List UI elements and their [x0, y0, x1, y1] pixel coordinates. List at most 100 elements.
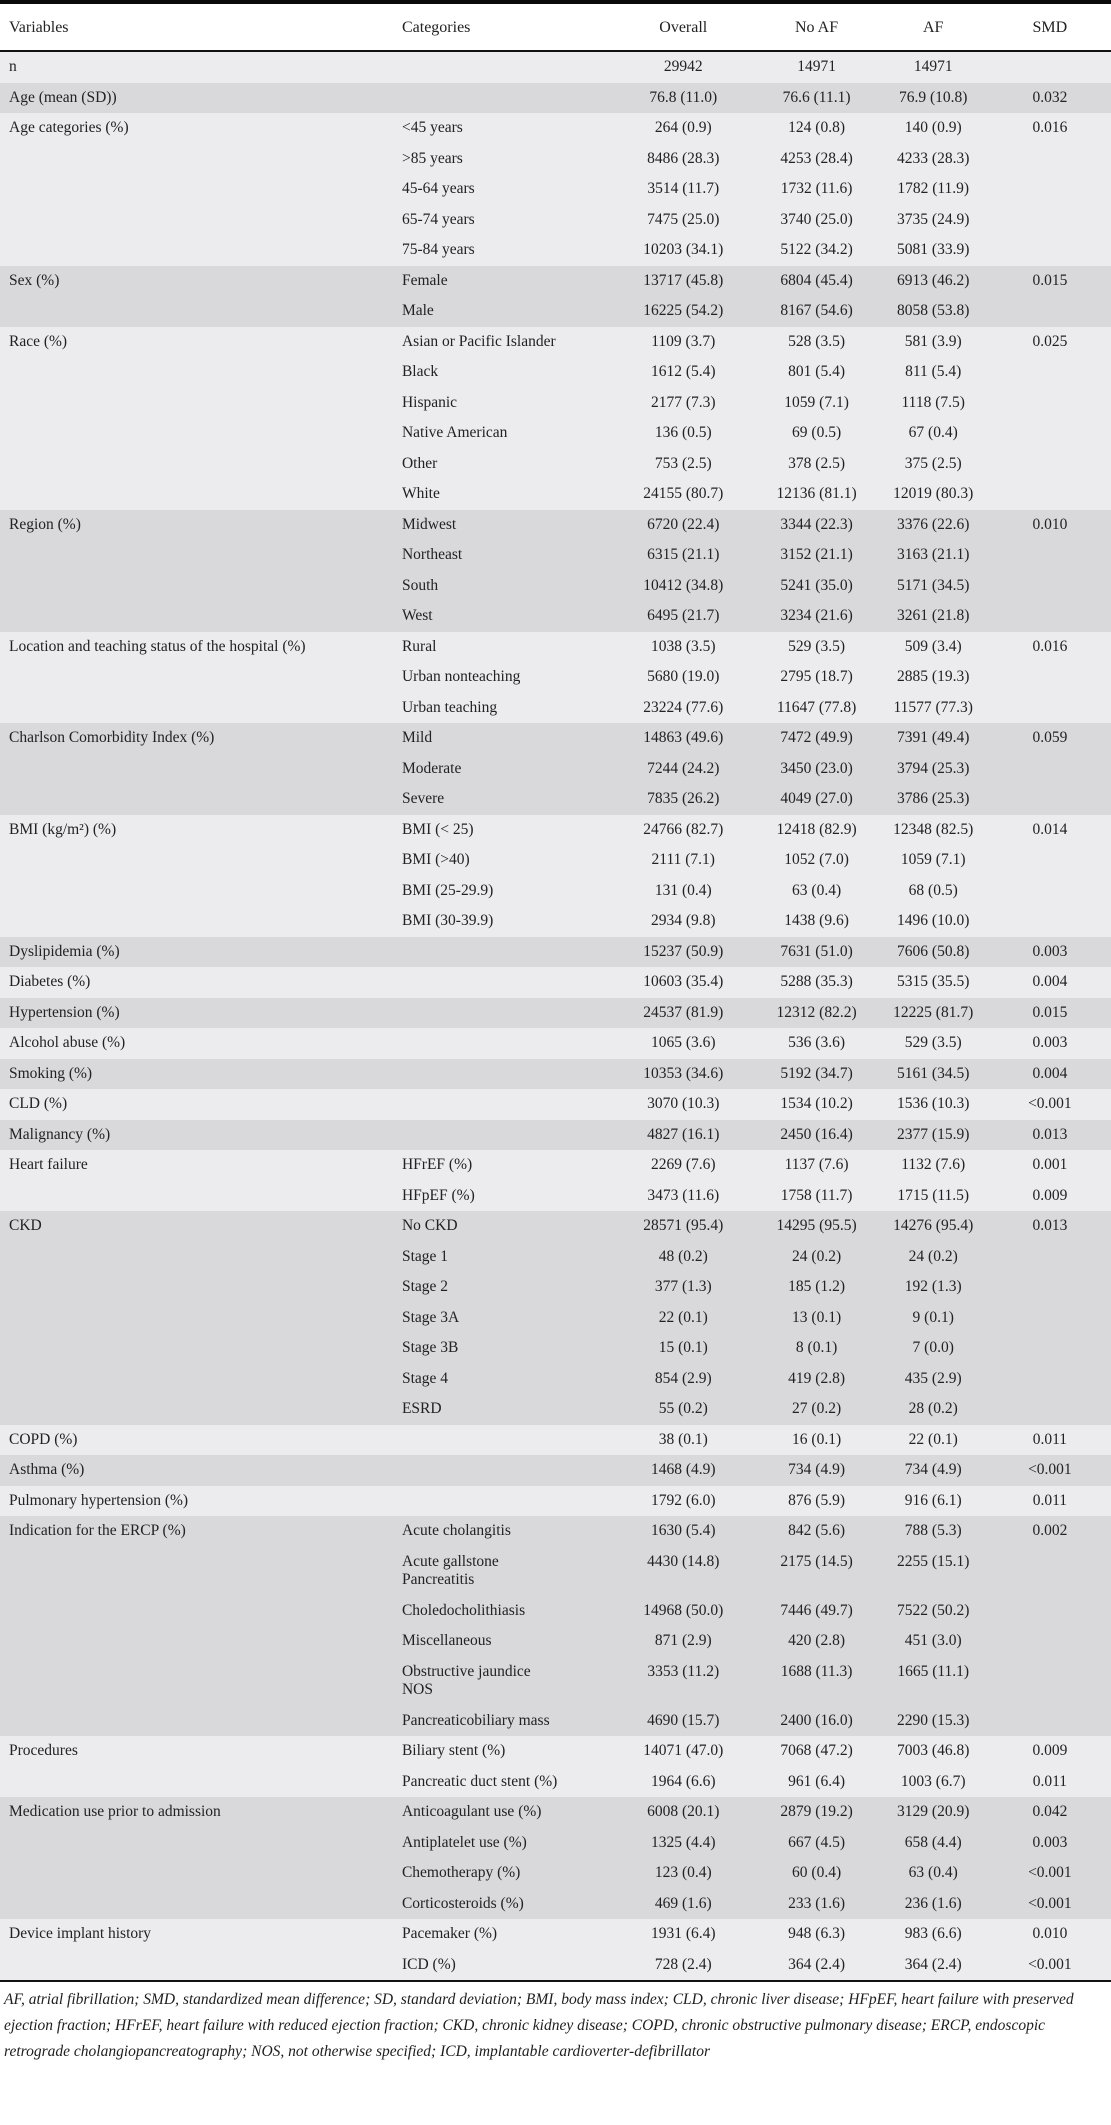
- cell-category: BMI (25-29.9): [401, 881, 494, 899]
- cell-af: 1715 (11.5): [897, 1186, 970, 1204]
- cell-variable: [0, 1364, 400, 1395]
- table-row: Pancreaticobiliary mass 4690 (15.7) 2400 (…: [0, 1705, 1111, 1736]
- cell-overall: 2269 (7.6): [650, 1156, 716, 1173]
- cell-smd: [989, 906, 1111, 937]
- cell-overall: 7475 (25.0): [647, 210, 720, 228]
- cell-category: Pacemaker (%): [401, 1925, 498, 1942]
- cell-no-af: 7472 (49.9): [780, 729, 853, 746]
- cell-overall: 5680 (19.0): [647, 668, 720, 685]
- cell-overall: 1038 (3.5): [650, 637, 716, 655]
- table-row: BMI (30-39.9) 2934 (9.8) 1438 (9.6) 1496 (1…: [0, 906, 1111, 937]
- cell-variable: COPD (%): [9, 1430, 78, 1448]
- cell-af: 68 (0.5): [908, 881, 958, 899]
- cell-variable: [0, 1767, 400, 1798]
- cell-smd: 0.015: [1032, 271, 1068, 289]
- cell-af: 1132 (7.6): [901, 1156, 966, 1173]
- cell-category: [400, 998, 611, 1029]
- cell-smd: [989, 571, 1111, 602]
- cell-no-af: 420 (2.8): [788, 1632, 845, 1649]
- table-row: Sex (%) Female 13717 (45.8) 6804 (45.4) 6913…: [0, 265, 1111, 296]
- cell-af: 811 (5.4): [905, 363, 962, 380]
- table-row: BMI (>40) 2111 (7.1) 1052 (7.0) 1059 (7.1): [0, 845, 1111, 876]
- cell-smd: 0.009: [1032, 1742, 1068, 1759]
- cell-variable: [0, 601, 400, 632]
- cell-category: [400, 1486, 611, 1517]
- cell-variable: Medication use prior to admission: [9, 1803, 221, 1820]
- cell-smd: 0.010: [1032, 515, 1068, 533]
- baseline-characteristics-table-page: Variables Categories Overall No AF AF SM…: [0, 0, 1111, 2060]
- cell-af: 509 (3.4): [904, 637, 962, 655]
- cell-af: 76.9 (10.8): [898, 88, 968, 106]
- table-row: Corticosteroids (%) 469 (1.6) 233 (1.6) 236…: [0, 1888, 1111, 1919]
- cell-af: 12225 (81.7): [893, 1003, 974, 1021]
- col-header-smd: SMD: [988, 4, 1111, 52]
- table-row: Race (%) Asian or Pacific Islander 1109 (3…: [0, 326, 1111, 357]
- cell-no-af: 2879 (19.2): [780, 1803, 853, 1820]
- cell-no-af: 8 (0.1): [795, 1339, 838, 1356]
- col-header-af: AF: [877, 4, 989, 52]
- cell-af: 7003 (46.8): [897, 1742, 970, 1759]
- cell-overall: 377 (1.3): [654, 1278, 712, 1295]
- cell-variable: Diabetes (%): [9, 973, 91, 990]
- cell-smd: [989, 1333, 1111, 1364]
- cell-smd: <0.001: [1028, 1095, 1072, 1112]
- cell-smd: 0.011: [1032, 1491, 1068, 1509]
- cell-overall: 4827 (16.1): [647, 1125, 720, 1143]
- cell-variable: [0, 693, 400, 724]
- cell-af: 1782 (11.9): [897, 180, 970, 197]
- cell-af: 1118 (7.5): [901, 393, 965, 411]
- cell-overall: 1612 (5.4): [650, 363, 716, 380]
- cell-variable: Age categories (%): [9, 119, 129, 136]
- table-row: Stage 4 854 (2.9) 419 (2.8) 435 (2.9): [0, 1363, 1111, 1395]
- cell-no-af: 4049 (27.0): [780, 790, 853, 807]
- cell-category: ESRD: [401, 1400, 442, 1417]
- cell-af: 2377 (15.9): [897, 1125, 970, 1143]
- cell-category: Rural: [401, 637, 437, 655]
- cell-category: Biliary stent (%): [401, 1742, 506, 1759]
- table-row: Diabetes (%) 10603 (35.4) 5288 (35.3) 5315 …: [0, 967, 1111, 998]
- cell-af: 581 (3.9): [904, 332, 962, 350]
- cell-category: Urban nonteaching: [401, 668, 521, 685]
- cell-af: 12348 (82.5): [893, 820, 974, 838]
- table-row: Male 16225 (54.2) 8167 (54.6) 8058 (53.8): [0, 296, 1111, 327]
- cell-no-af: 60 (0.4): [792, 1864, 842, 1881]
- cell-no-af: 1059 (7.1): [784, 393, 849, 411]
- cell-category: Male: [401, 302, 434, 319]
- cell-smd: [989, 205, 1111, 236]
- cell-no-af: 1758 (11.7): [780, 1186, 853, 1204]
- cell-category: HFrEF (%): [401, 1156, 473, 1173]
- table-row: CLD (%) 3070 (10.3) 1534 (10.2) 1536 (10.3)…: [0, 1089, 1111, 1120]
- cell-smd: 0.015: [1032, 1003, 1068, 1021]
- cell-af: 236 (1.6): [904, 1894, 962, 1912]
- cell-no-af: 3344 (22.3): [780, 515, 853, 533]
- cell-category: Black: [401, 363, 439, 380]
- cell-af: 12019 (80.3): [893, 485, 974, 502]
- table-row: South 10412 (34.8) 5241 (35.0) 5171 (34.5): [0, 570, 1111, 602]
- cell-variable: [0, 754, 400, 785]
- cell-variable: BMI (kg/m²) (%): [9, 820, 117, 838]
- cell-category: 45-64 years: [401, 180, 475, 197]
- cell-variable: Device implant history: [9, 1925, 152, 1942]
- cell-overall: 4430 (14.8): [647, 1552, 720, 1570]
- cell-category: Anticoagulant use (%): [401, 1803, 542, 1820]
- cell-variable: [0, 388, 400, 419]
- table-row: Native American 136 (0.5) 69 (0.5) 67 (0.4): [0, 418, 1111, 449]
- cell-smd: 0.001: [1032, 1156, 1068, 1173]
- cell-variable: Region (%): [9, 515, 81, 533]
- cell-af: 3786 (25.3): [897, 790, 970, 807]
- cell-variable: CLD (%): [9, 1095, 68, 1112]
- cell-smd: <0.001: [1028, 1955, 1072, 1973]
- table-row: 75-84 years 10203 (34.1) 5122 (34.2) 5081 (…: [0, 235, 1111, 266]
- cell-smd: [989, 784, 1111, 815]
- cell-smd: <0.001: [1028, 1894, 1072, 1912]
- cell-category: Stage 2: [401, 1278, 449, 1295]
- cell-category: [400, 1028, 611, 1059]
- cell-category: Severe: [401, 790, 445, 807]
- cell-no-af: 378 (2.5): [788, 454, 845, 472]
- cell-af: 140 (0.9): [904, 119, 962, 136]
- cell-variable: Alcohol abuse (%): [9, 1034, 126, 1051]
- cell-smd: [989, 388, 1111, 419]
- cell-smd: [989, 601, 1111, 632]
- cell-variable: [0, 662, 400, 693]
- table-row: Stage 3A 22 (0.1) 13 (0.1) 9 (0.1): [0, 1302, 1111, 1333]
